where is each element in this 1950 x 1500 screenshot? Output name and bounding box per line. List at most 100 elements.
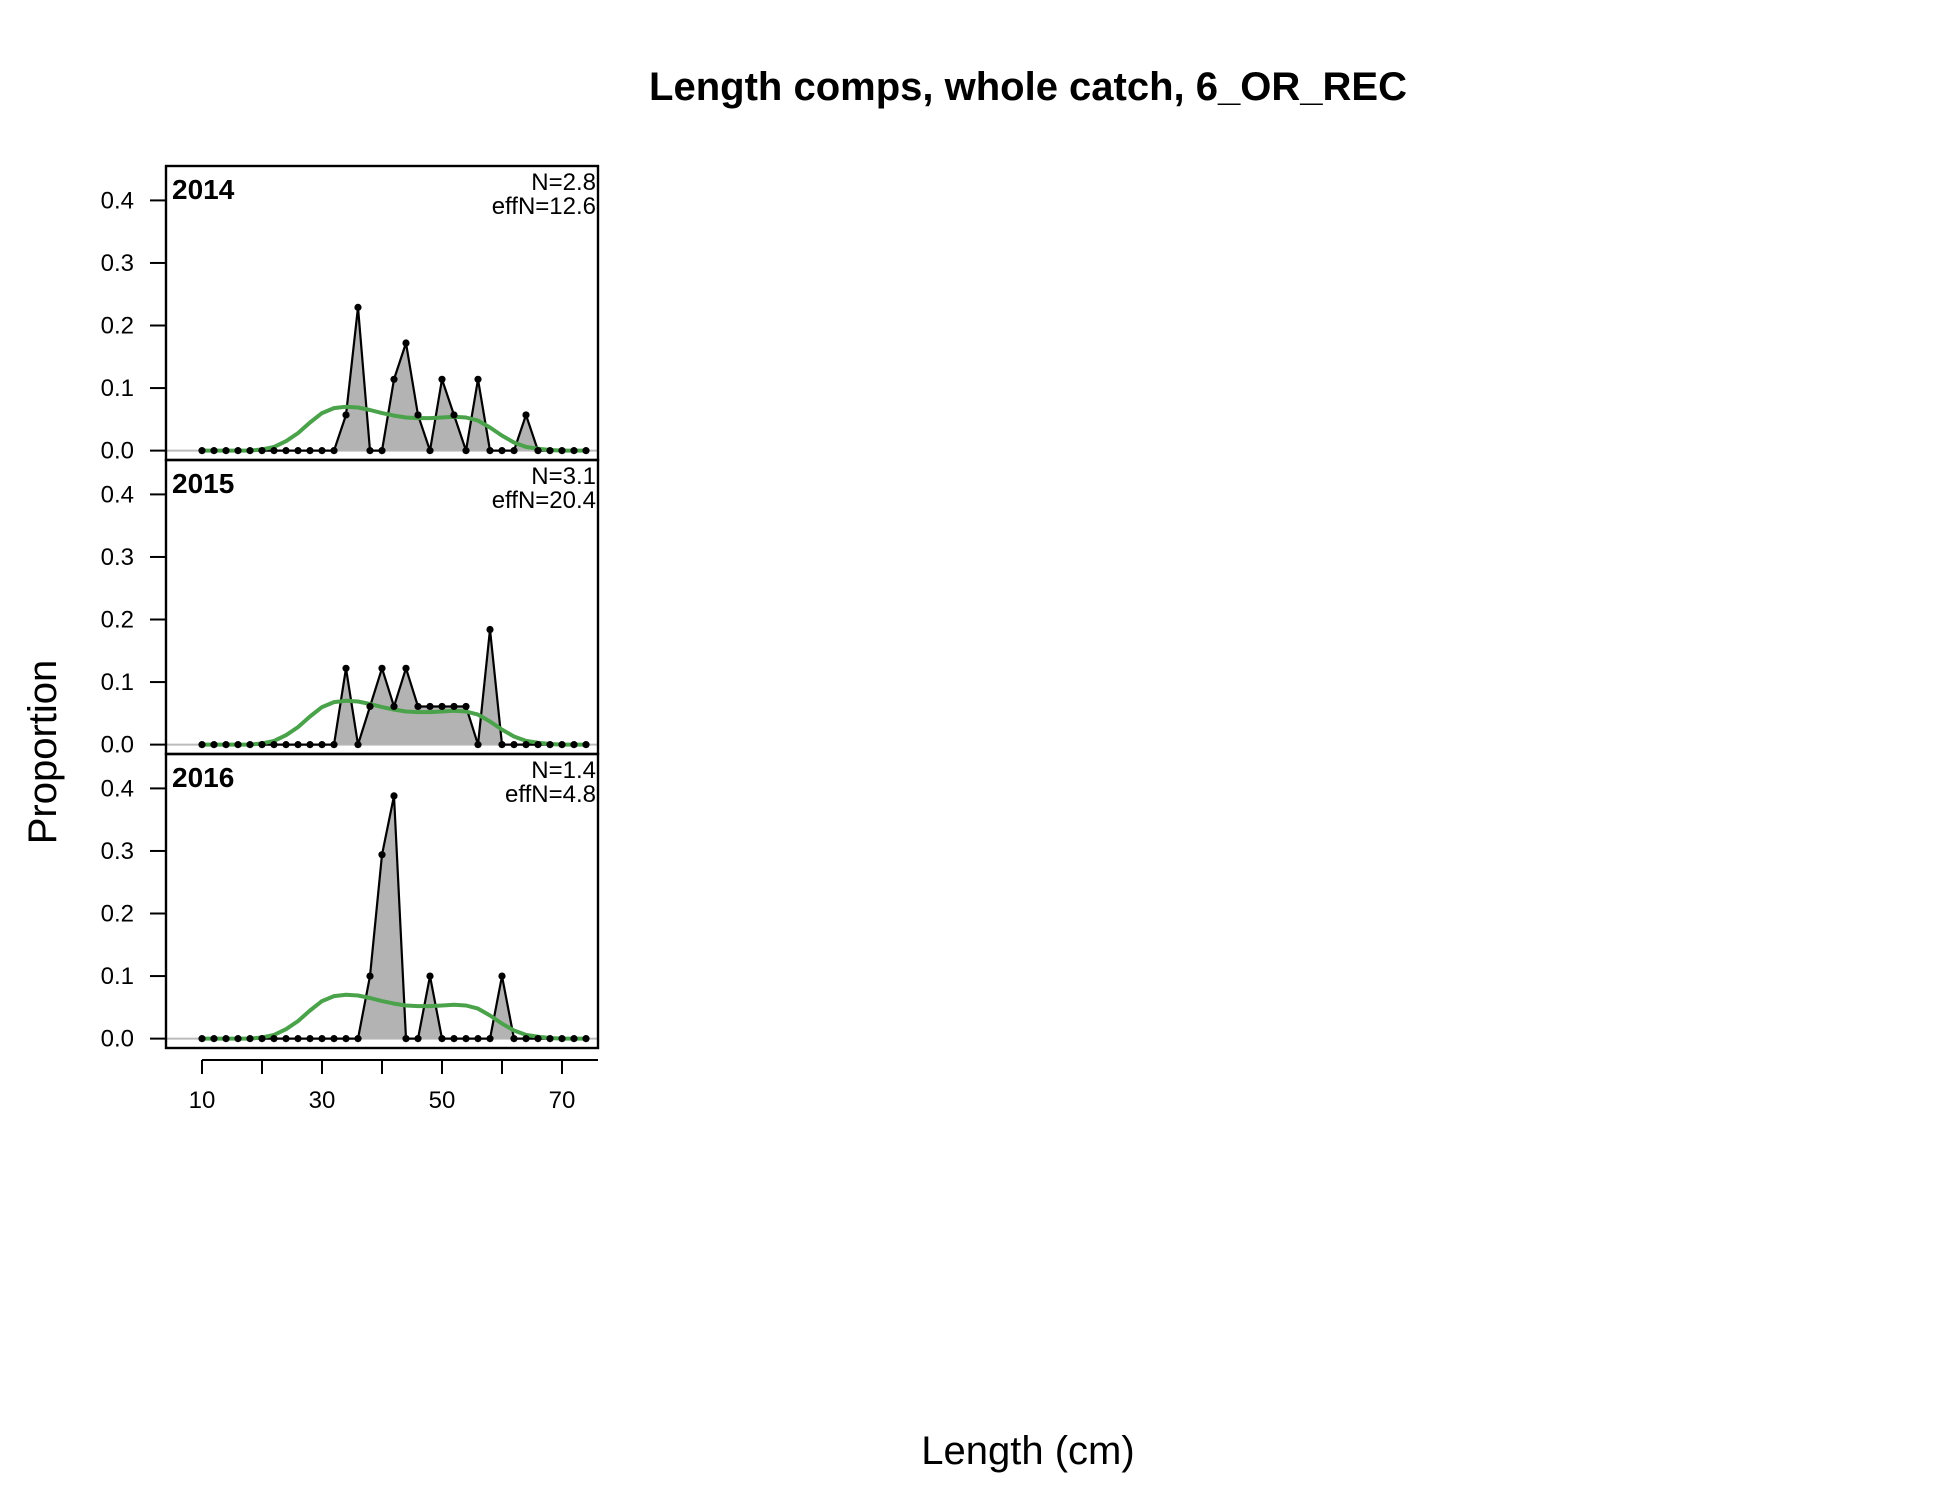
panel-n-label: N=2.8 (531, 169, 596, 196)
observed-point (198, 1035, 206, 1043)
panels-group: 0.00.10.20.30.4 2014 N=2.8effN=12.60.00.10… (101, 164, 600, 1053)
x-axis: 10 30 50 70 (189, 1059, 598, 1114)
observed-point (546, 741, 554, 749)
observed-point (318, 1035, 326, 1043)
observed-point (318, 741, 326, 749)
observed-point (294, 1035, 302, 1043)
y-tick-label: 0.2 (101, 313, 134, 340)
observed-point (354, 1035, 362, 1043)
y-tick-label: 0.4 (101, 481, 134, 508)
y-tick-label: 0.3 (101, 838, 134, 865)
observed-point (570, 447, 578, 455)
observed-point (354, 303, 362, 311)
observed-point (342, 1035, 350, 1043)
observed-point (306, 1035, 314, 1043)
observed-point (414, 1035, 422, 1043)
observed-point (282, 741, 290, 749)
x-tick-label: 10 (189, 1087, 216, 1114)
observed-point (498, 972, 506, 980)
observed-point (402, 1035, 410, 1043)
observed-point (522, 741, 530, 749)
y-tick-label: 0.3 (101, 250, 134, 277)
observed-point (246, 1035, 254, 1043)
observed-point (534, 447, 542, 455)
observed-point (234, 741, 242, 749)
observed-point (438, 375, 446, 383)
y-tick-label: 0.0 (101, 1026, 134, 1053)
chart-title: Length comps, whole catch, 6_OR_REC (649, 65, 1407, 109)
observed-point (426, 702, 434, 711)
observed-point (486, 447, 494, 455)
observed-point (198, 447, 206, 455)
observed-point (462, 702, 470, 711)
observed-point (426, 447, 434, 455)
observed-point (390, 702, 398, 711)
observed-point (366, 447, 374, 455)
panel-effn-label: effN=4.8 (505, 781, 596, 808)
y-axis-title: Proportion (21, 660, 65, 845)
observed-point (462, 447, 470, 455)
expected-line (202, 404, 586, 453)
observed-point (282, 1035, 290, 1043)
y-tick-label: 0.2 (101, 901, 134, 928)
observed-point (486, 1035, 494, 1043)
observed-point (366, 702, 374, 711)
y-tick-label: 0.1 (101, 963, 134, 990)
observed-point (330, 447, 338, 455)
observed-point (558, 741, 566, 749)
observed-point (474, 741, 482, 749)
observed-point (342, 411, 350, 419)
observed-point (438, 1035, 446, 1043)
y-tick-label: 0.4 (101, 775, 134, 802)
panel-year-label: 2016 (172, 762, 234, 793)
observed-point (450, 702, 458, 711)
panel-frame (164, 752, 600, 1050)
observed-point (498, 741, 506, 749)
observed-point (570, 741, 578, 749)
y-tick-label: 0.0 (101, 438, 134, 465)
observed-point (486, 625, 494, 634)
observed-point (402, 339, 410, 347)
expected-line (202, 992, 586, 1041)
observed-point (210, 1035, 218, 1043)
observed-point (210, 741, 218, 749)
panel-year-label: 2015 (172, 468, 234, 499)
observed-point (378, 664, 386, 672)
x-tick-label: 70 (549, 1087, 576, 1114)
observed-point (234, 447, 242, 455)
observed-point (306, 447, 314, 455)
observed-point (210, 447, 218, 455)
observed-point (222, 741, 230, 749)
observed-point (222, 447, 230, 455)
observed-point (246, 741, 254, 749)
y-tick-label: 0.4 (101, 187, 134, 214)
observed-point (474, 1035, 482, 1043)
observed-point (246, 447, 254, 455)
observed-point (234, 1035, 242, 1043)
observed-point (282, 447, 290, 455)
observed-area (202, 307, 586, 451)
observed-point (498, 447, 506, 455)
observed-area (202, 629, 586, 745)
x-axis-title: Length (cm) (921, 1429, 1134, 1473)
observed-point (378, 447, 386, 455)
observed-point (510, 741, 518, 749)
observed-point (582, 447, 590, 455)
x-tick-label: 30 (309, 1087, 336, 1114)
observed-point (378, 851, 386, 859)
observed-point (414, 702, 422, 711)
observed-point (390, 792, 398, 800)
observed-point (570, 1035, 578, 1043)
observed-area (202, 795, 586, 1039)
observed-point (330, 1035, 338, 1043)
observed-point (222, 1035, 230, 1043)
observed-point (522, 1035, 530, 1043)
observed-point (366, 972, 374, 980)
observed-point (582, 741, 590, 749)
observed-point (294, 741, 302, 749)
y-tick-label: 0.3 (101, 544, 134, 571)
y-tick-label: 0.0 (101, 732, 134, 759)
observed-point (318, 447, 326, 455)
